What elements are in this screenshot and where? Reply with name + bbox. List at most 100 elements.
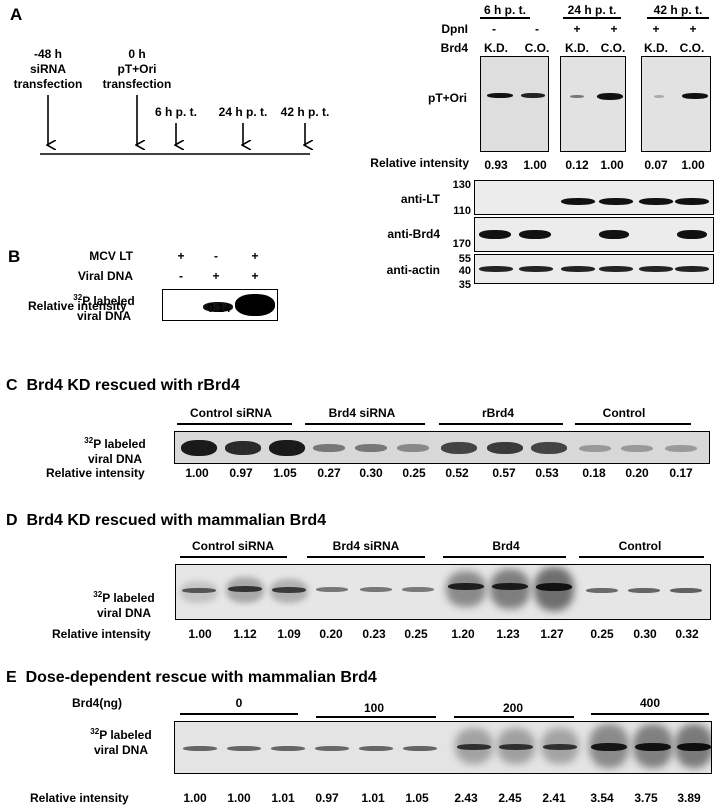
blot-band — [579, 445, 611, 452]
blot-band — [441, 442, 477, 454]
blot-band — [561, 266, 595, 272]
blot-band — [457, 744, 491, 750]
blot-band — [313, 444, 345, 452]
d-ri-value: 1.12 — [233, 627, 257, 641]
blot-band — [635, 743, 671, 751]
pt-ori-blot-24h — [560, 56, 626, 152]
c-ri-value: 1.00 — [185, 466, 209, 480]
relative-intensity-value: 0.93 — [484, 158, 508, 172]
e-ri-value: 0.97 — [315, 791, 339, 805]
d-ri-value: 1.20 — [451, 627, 475, 641]
d-group-underline — [579, 556, 704, 558]
anti-actin-blot — [474, 254, 714, 284]
c-ri-value: 0.30 — [359, 466, 383, 480]
mcv-lt-value: + — [251, 249, 259, 263]
d-ri-value: 0.30 — [633, 627, 657, 641]
c-group-label: Control siRNA — [190, 406, 272, 420]
dpni-label: DpnI — [441, 22, 468, 36]
blot-band — [591, 743, 627, 751]
blot-band — [448, 583, 484, 590]
blot-band — [519, 230, 551, 239]
e-group-label: 400 — [639, 696, 661, 710]
d-ri-value: 0.20 — [319, 627, 343, 641]
e-ri-value: 1.05 — [405, 791, 429, 805]
col-underline-24h — [563, 17, 621, 19]
blot-band — [570, 95, 584, 98]
c-group-underline — [305, 423, 425, 425]
d-ri-label: Relative intensity — [52, 627, 151, 641]
c-group-label: Brd4 siRNA — [328, 406, 396, 420]
d-group-underline — [443, 556, 566, 558]
blot-band — [536, 583, 572, 591]
panel-d-blot — [175, 564, 711, 620]
e-ri-value: 3.89 — [677, 791, 701, 805]
blot-band — [487, 93, 513, 98]
blot-band — [403, 746, 437, 751]
blot-band — [628, 588, 660, 593]
b-blot-label: 32P labeled viral DNA — [73, 293, 135, 323]
d-ri-value: 0.25 — [590, 627, 614, 641]
timeline-label-1: -48 h siRNA transfection — [13, 47, 83, 91]
c-ri-value: 0.97 — [229, 466, 253, 480]
dpni-value: - — [492, 22, 496, 36]
blot-band — [677, 230, 707, 239]
e-group-underline — [316, 716, 436, 718]
panel-a-label: A — [10, 5, 23, 24]
d-ri-value: 0.32 — [675, 627, 699, 641]
blot-band — [402, 587, 434, 592]
panel-e-title: E Dose-dependent rescue with mammalian B… — [6, 669, 377, 686]
brd4-value: C.O. — [524, 41, 550, 55]
blot-band — [677, 743, 711, 751]
blot-band — [675, 198, 709, 205]
c-group-underline — [177, 423, 292, 425]
mw-marker: 40 — [458, 265, 471, 277]
c-ri-value: 1.05 — [273, 466, 297, 480]
mw-marker: 110 — [453, 205, 471, 217]
relative-intensity-value: 0.07 — [644, 158, 668, 172]
c-ri-value: 0.18 — [582, 466, 606, 480]
relative-intensity-value: 0.12 — [565, 158, 589, 172]
mw-marker: 35 — [458, 279, 471, 291]
e-group-underline — [591, 713, 709, 715]
blot-band — [586, 588, 618, 593]
mcv-lt-value: + — [177, 249, 185, 263]
relative-intensity-value: 1.00 — [600, 158, 624, 172]
blot-band — [183, 746, 217, 751]
e-ri-value: 1.01 — [271, 791, 295, 805]
blot-band — [228, 586, 262, 592]
c-ri-label: Relative intensity — [46, 466, 145, 480]
e-group-label: 0 — [235, 696, 243, 710]
blot-band — [543, 744, 577, 750]
e-ri-label: Relative intensity — [30, 791, 129, 805]
dpni-value: + — [689, 22, 697, 36]
e-group-underline — [454, 716, 574, 718]
pt-ori-label: pT+Ori — [427, 91, 467, 105]
blot-band — [597, 93, 623, 100]
e-group-underline — [180, 713, 298, 715]
blot-band — [359, 746, 393, 751]
e-ri-value: 2.41 — [542, 791, 566, 805]
c-ri-value: 0.52 — [445, 466, 469, 480]
d-group-label: Control siRNA — [192, 539, 274, 553]
c-ri-value: 0.57 — [492, 466, 516, 480]
dpni-value: - — [535, 22, 539, 36]
b-ri-value: 0.14 — [207, 301, 231, 315]
panel-e-label: E — [6, 669, 17, 686]
c-ri-value: 0.27 — [317, 466, 341, 480]
blot-band — [682, 93, 708, 99]
blot-band — [225, 441, 261, 455]
blot-band — [675, 266, 709, 272]
viral-dna-value: + — [212, 269, 220, 283]
anti-brd4-blot — [474, 217, 714, 252]
panel-d-title: D Brd4 KD rescued with mammalian Brd4 — [6, 512, 327, 529]
e-ri-value: 2.43 — [454, 791, 478, 805]
b-ri-value: 1.00 — [245, 301, 269, 315]
d-ri-value: 1.00 — [188, 627, 212, 641]
c-ri-value: 0.53 — [535, 466, 559, 480]
viral-dna-label: Viral DNA — [77, 269, 133, 283]
blot-band — [397, 444, 429, 452]
d-ri-value: 1.23 — [496, 627, 520, 641]
e-ri-value: 1.00 — [183, 791, 207, 805]
c-ri-value: 0.17 — [669, 466, 693, 480]
mcv-lt-label: MCV LT — [89, 249, 133, 263]
